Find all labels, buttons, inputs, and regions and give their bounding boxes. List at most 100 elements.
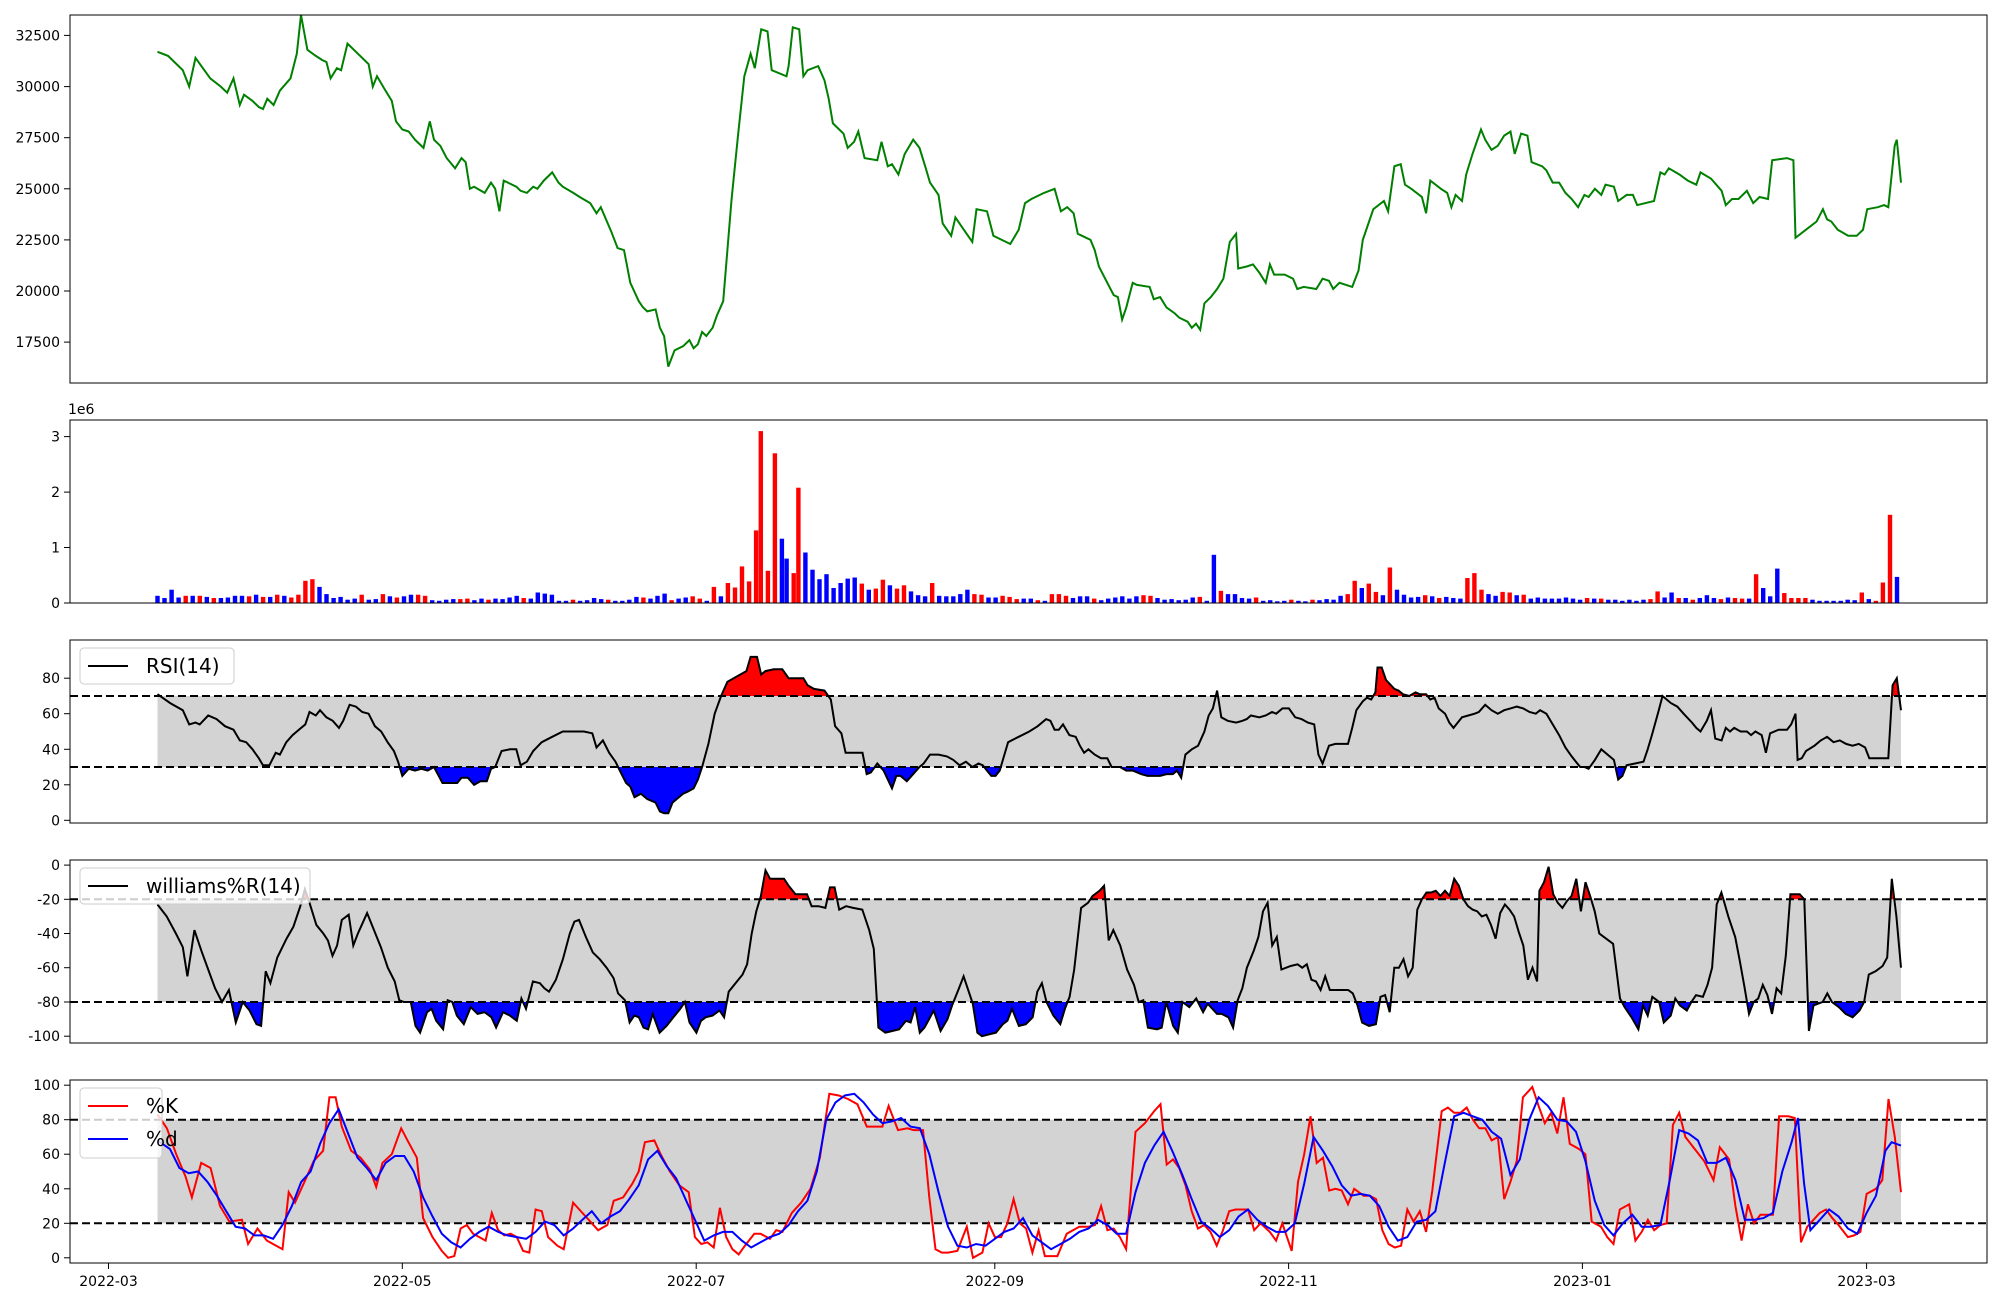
stochastic-ytick-label: 40 [42, 1182, 60, 1198]
volume-bar [1021, 598, 1026, 603]
volume-bar [1239, 598, 1245, 603]
volume-bar [1606, 599, 1611, 603]
volume-bar [1458, 598, 1463, 603]
volume-bar [1444, 596, 1449, 603]
volume-bar [303, 580, 308, 603]
volume-bar [1204, 600, 1209, 603]
volume-bar [1704, 595, 1710, 603]
volume-bar [1106, 598, 1111, 603]
volume-bar [1014, 599, 1019, 603]
volume-bar [570, 599, 576, 603]
volume-bar [1887, 514, 1893, 603]
volume-bar [1894, 576, 1900, 603]
williams-legend-label: williams%R(14) [146, 874, 301, 898]
rsi-legend-box [79, 647, 235, 685]
date-xtick-label: 2022-07 [667, 1274, 726, 1290]
volume-bar [779, 538, 785, 603]
volume-bar [1592, 598, 1597, 603]
volume-bar [711, 586, 717, 603]
volume-bar [894, 588, 900, 603]
volume-bar [796, 487, 801, 603]
volume-bar [1359, 588, 1364, 603]
volume-bar [1113, 597, 1118, 603]
williams-oversold-fill [231, 1002, 243, 1023]
volume-bar [606, 599, 611, 603]
volume-bar [803, 552, 808, 603]
volume-bar [958, 594, 963, 603]
volume-bar [366, 599, 371, 603]
volume-bar [1092, 598, 1097, 603]
volume-bar [1859, 592, 1864, 603]
williams-ytick-label: -80 [37, 995, 60, 1011]
volume-bar [979, 594, 984, 603]
volume-bar [1641, 599, 1646, 603]
volume-bar [1775, 568, 1780, 603]
volume-bar [838, 583, 843, 603]
volume-bar [1852, 600, 1857, 603]
volume-bar [937, 595, 942, 603]
volume-bar [549, 594, 555, 603]
volume-bar [922, 596, 928, 603]
williams-oversold-fill [972, 1002, 1036, 1037]
volume-bar [1803, 598, 1808, 603]
volume-bar [1246, 598, 1252, 603]
rsi-ytick-label: 20 [42, 778, 60, 794]
volume-bar [1528, 598, 1533, 603]
volume-bar [1627, 599, 1632, 603]
volume-bar [1296, 600, 1301, 603]
date-xtick-label: 2023-03 [1837, 1274, 1896, 1290]
volume-bar [169, 589, 174, 603]
rsi-overbought-fill [1373, 667, 1410, 696]
volume-bar [577, 600, 583, 603]
volume-bar [1028, 598, 1033, 603]
williams-line [156, 866, 1902, 1038]
price-ytick-label: 32500 [15, 28, 60, 44]
volume-bar [873, 588, 878, 603]
volume-bar [1521, 594, 1526, 603]
volume-bar [310, 579, 315, 603]
volume-bar [387, 596, 393, 603]
volume-bar [1282, 600, 1287, 603]
volume-bar [1289, 599, 1294, 603]
volume-bar [1275, 601, 1280, 603]
volume-bar [1542, 598, 1548, 603]
volume-bar [1683, 598, 1688, 603]
volume-bar [880, 579, 886, 603]
volume-bar [1725, 597, 1731, 603]
stochastic-ytick-label: 20 [42, 1216, 60, 1232]
volume-bar [1035, 600, 1040, 603]
volume-bar [1324, 599, 1329, 603]
volume-bar [1577, 599, 1583, 603]
volume-bar [1331, 599, 1336, 603]
volume-bar [1500, 591, 1505, 603]
volume-bar [359, 594, 364, 603]
volume-bar [1535, 597, 1540, 603]
volume-bar [641, 597, 646, 603]
volume-bar [1549, 598, 1555, 603]
volume-bar [500, 599, 505, 603]
volume-bar [866, 589, 871, 603]
volume-bar [634, 596, 639, 603]
volume-bar [1155, 598, 1160, 603]
volume-bar [718, 596, 724, 603]
volume-ytick-label: 0 [51, 596, 60, 612]
stochastic-k-line [156, 1084, 1902, 1260]
volume-bar [486, 599, 491, 603]
volume-bar [1077, 596, 1083, 603]
volume-bar [479, 598, 484, 603]
volume-bar [1303, 601, 1308, 603]
volume-bar [408, 594, 414, 603]
volume-bar [1556, 598, 1562, 603]
volume-bar [563, 600, 569, 603]
volume-bar [725, 583, 731, 603]
volume-bar [1782, 593, 1787, 603]
volume-bar [648, 598, 653, 603]
volume-bar [225, 597, 231, 603]
williams-oversold-fill [684, 1002, 727, 1033]
volume-bar [451, 599, 456, 603]
price-ytick-label: 25000 [15, 182, 60, 198]
volume-bar [1232, 594, 1238, 603]
stochastic-ytick-label: 0 [51, 1251, 60, 1267]
volume-bar [260, 596, 266, 603]
volume-bar [1472, 573, 1477, 603]
